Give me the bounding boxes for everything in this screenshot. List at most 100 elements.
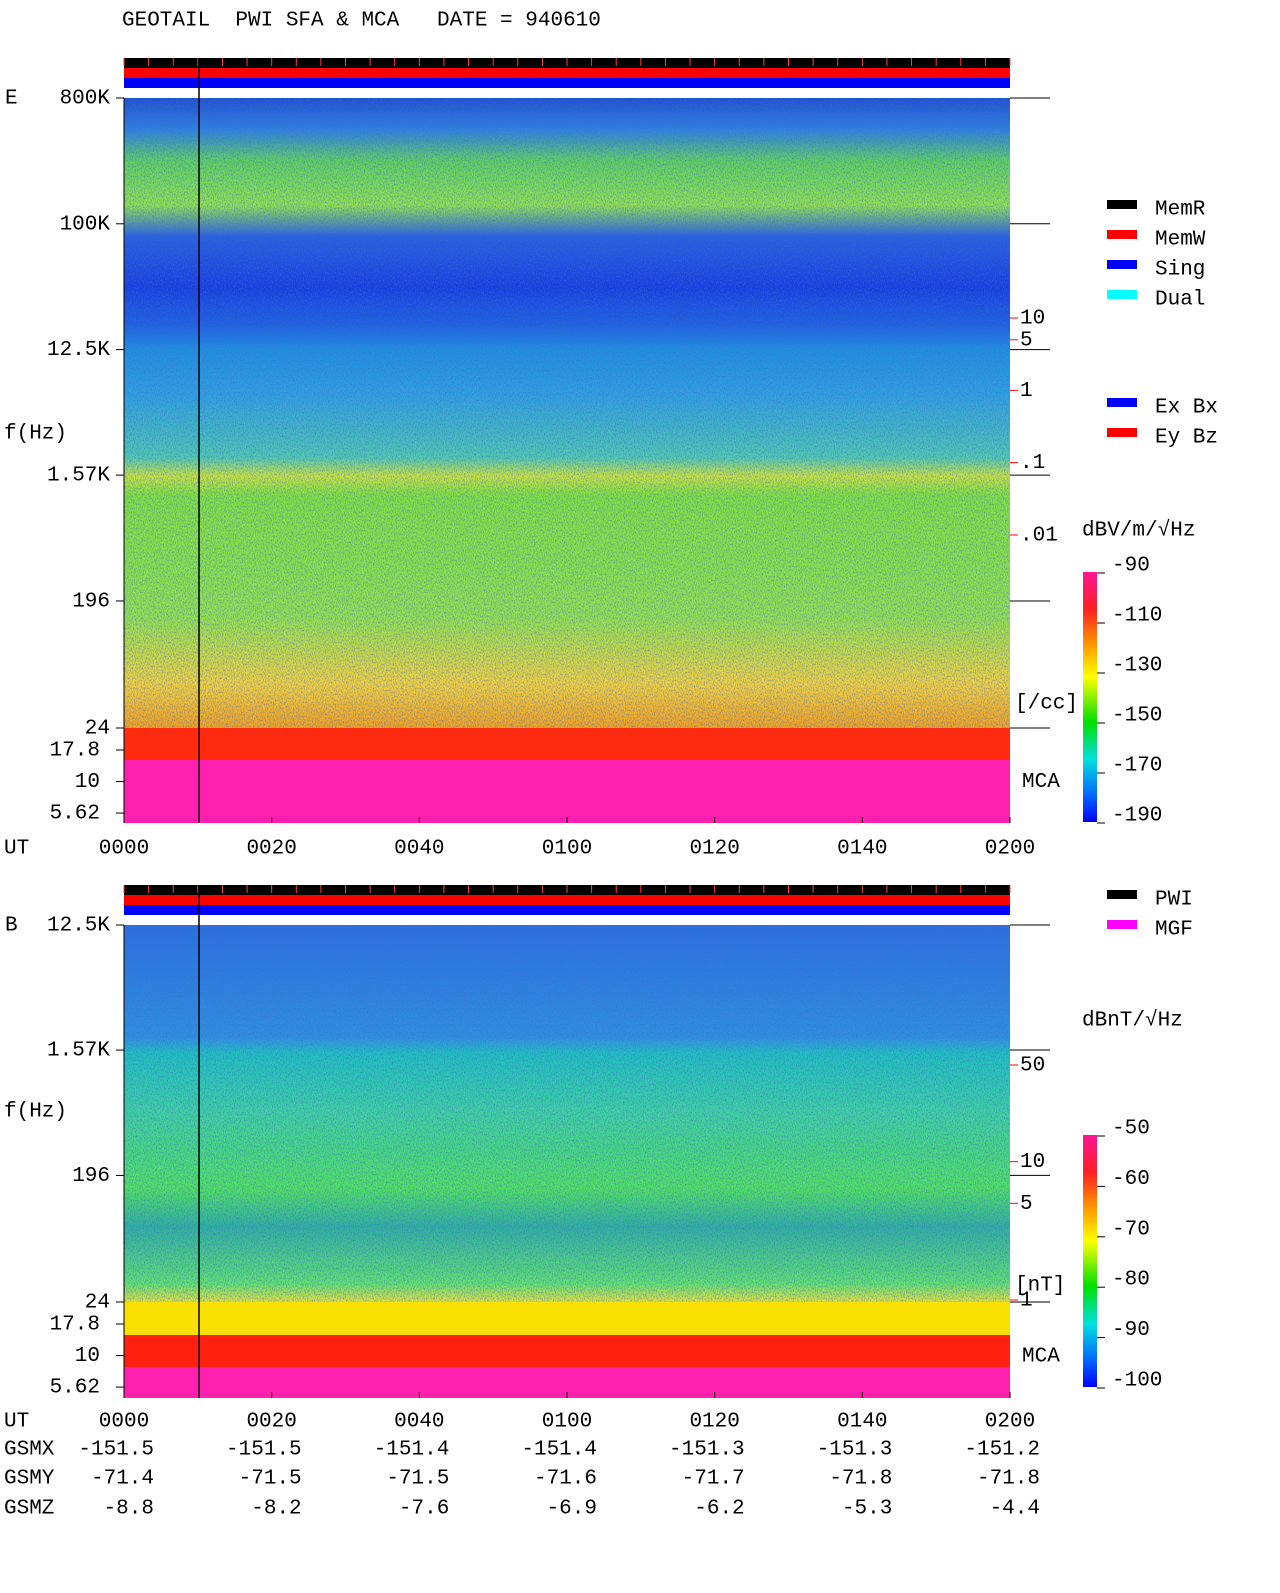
colorbar-tick-label: -170 [1112, 755, 1162, 778]
orbit-value: -151.4 [521, 1439, 597, 1462]
mca-band [124, 760, 1010, 823]
mca-tick-label: 10 [75, 1345, 100, 1368]
orbit-value: -71.6 [534, 1468, 597, 1491]
y-tick-label: 12.5K [47, 915, 110, 938]
mca-tick-label: 17.8 [50, 1314, 100, 1337]
density-tick-label: 1 [1020, 1290, 1033, 1313]
y-tick-label: 100K [60, 213, 111, 236]
colorbar [1083, 572, 1097, 822]
orbit-value: -71.4 [91, 1468, 154, 1491]
panel-label: B [5, 915, 18, 938]
orbit-row-label: GSMY [4, 1468, 55, 1491]
x-tick-label: 0200 [985, 838, 1035, 861]
colorbar-label: dBnT/√Hz [1082, 1009, 1183, 1033]
orbit-value: -6.2 [694, 1498, 744, 1521]
density-unit: [nT] [1015, 1275, 1065, 1298]
mca-band [124, 1335, 1010, 1367]
legend-label: Ey Bz [1155, 427, 1218, 450]
colorbar-label: dBV/m/√Hz [1082, 519, 1195, 543]
orbit-value: -151.3 [669, 1439, 745, 1462]
orbit-value: -71.7 [682, 1468, 745, 1491]
colorbar-tick-label: -50 [1112, 1118, 1150, 1141]
orbit-value: -8.2 [251, 1498, 301, 1521]
orbit-value: -5.3 [842, 1498, 892, 1521]
density-tick-label: .01 [1020, 525, 1058, 548]
x-axis-label: UT [4, 838, 29, 861]
density-tick-label: .1 [1020, 452, 1045, 475]
legend-label: MemW [1155, 229, 1206, 252]
mca-tick-label: 5.62 [50, 803, 100, 826]
mca-tick-label: 10 [75, 771, 100, 794]
orbit-row-label: GSMZ [4, 1498, 54, 1521]
status-bar [124, 895, 1010, 905]
y-tick-label: 1.57K [47, 465, 110, 488]
colorbar-tick-label: -90 [1112, 1319, 1150, 1342]
x-tick-label: 0100 [542, 838, 592, 861]
orbit-value: -7.6 [399, 1498, 449, 1521]
legend-swatch [1107, 200, 1137, 209]
page-title: GEOTAIL PWI SFA & MCA DATE = 940610 [122, 10, 601, 33]
x-tick-label: 0000 [99, 1411, 149, 1434]
x-tick-label: 0040 [394, 1411, 444, 1434]
status-bar [124, 905, 1010, 915]
colorbar-tick-label: -90 [1112, 555, 1150, 578]
density-tick-label: 5 [1020, 1193, 1033, 1216]
colorbar-tick-label: -60 [1112, 1168, 1150, 1191]
y-tick-label: 800K [60, 88, 111, 111]
legend-swatch [1107, 260, 1137, 269]
x-tick-label: 0100 [542, 1411, 592, 1434]
y-tick-label: 196 [72, 591, 110, 614]
x-tick-label: 0120 [689, 1411, 739, 1434]
orbit-value: -71.5 [386, 1468, 449, 1491]
orbit-value: -6.9 [547, 1498, 597, 1521]
x-tick-label: 0140 [837, 838, 887, 861]
y-tick-label: 196 [72, 1165, 110, 1188]
y-tick-label: 24 [85, 718, 110, 741]
y-tick-label: 24 [85, 1292, 110, 1315]
orbit-value: -71.8 [977, 1468, 1040, 1491]
colorbar-tick-label: -110 [1112, 605, 1162, 628]
colorbar-tick-label: -80 [1112, 1269, 1150, 1292]
orbit-value: -151.4 [374, 1439, 450, 1462]
y-tick-label: 1.57K [47, 1040, 110, 1063]
orbit-value: -71.5 [239, 1468, 302, 1491]
density-tick-label: 10 [1020, 1151, 1045, 1174]
status-bar [124, 78, 1010, 88]
mca-tick-label: 5.62 [50, 1377, 100, 1400]
colorbar-tick-label: -100 [1112, 1370, 1162, 1393]
y-axis-label: f(Hz) [4, 423, 67, 446]
colorbar [1083, 1135, 1097, 1387]
legend-label: MGF [1155, 919, 1193, 942]
orbit-value: -71.8 [829, 1468, 892, 1491]
legend-label: Ex Bx [1155, 397, 1218, 420]
x-tick-label: 0000 [99, 838, 149, 861]
colorbar-tick-label: -130 [1112, 655, 1162, 678]
legend-swatch [1107, 890, 1137, 899]
legend-swatch [1107, 398, 1137, 407]
density-tick-label: 1 [1020, 380, 1033, 403]
x-tick-label: 0020 [246, 1411, 296, 1434]
legend-swatch [1107, 230, 1137, 239]
colorbar-tick-label: -190 [1112, 805, 1162, 828]
colorbar-tick-label: -70 [1112, 1218, 1150, 1241]
density-tick-label: 50 [1020, 1055, 1045, 1078]
x-tick-label: 0120 [689, 838, 739, 861]
legend-swatch [1107, 290, 1137, 299]
legend-label: Dual [1155, 289, 1205, 312]
legend-label: PWI [1155, 889, 1193, 912]
panel-label: E [5, 88, 18, 111]
orbit-value: -8.8 [104, 1498, 154, 1521]
legend-label: Sing [1155, 259, 1205, 282]
mca-band [124, 728, 1010, 760]
mca-tick-label: 17.8 [50, 740, 100, 763]
colorbar-tick-label: -150 [1112, 705, 1162, 728]
orbit-value: -151.2 [964, 1439, 1040, 1462]
orbit-value: -151.3 [817, 1439, 893, 1462]
legend-swatch [1107, 428, 1137, 437]
legend-swatch [1107, 920, 1137, 929]
spectrogram-speckle [124, 98, 1010, 728]
x-tick-label: 0040 [394, 838, 444, 861]
x-tick-label: 0200 [985, 1411, 1035, 1434]
y-axis-label: f(Hz) [4, 1101, 67, 1124]
